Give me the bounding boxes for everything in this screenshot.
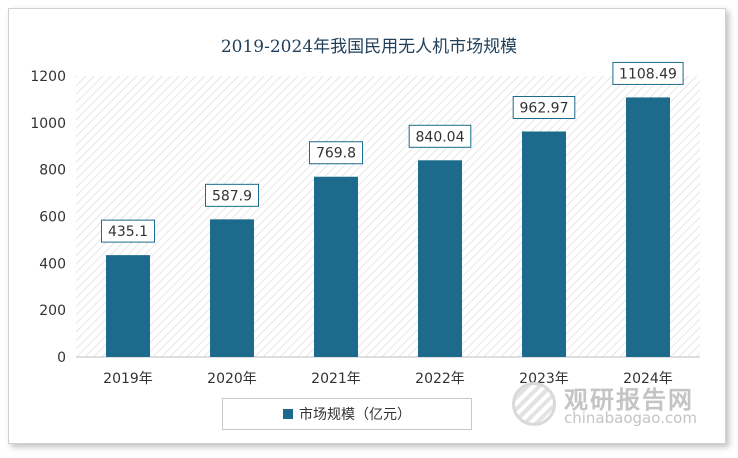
x-tick-label: 2020年 bbox=[207, 371, 257, 387]
data-label-box bbox=[101, 219, 155, 243]
y-tick-label: 1000 bbox=[30, 116, 66, 132]
bars-group: 435.1 587.9 769.8 840.04 962.97 1108.49 bbox=[101, 61, 684, 357]
data-label-box bbox=[205, 183, 259, 207]
x-tick-label: 2021年 bbox=[311, 371, 361, 387]
data-label: 769.8 bbox=[316, 146, 356, 162]
x-tick-label: 2022年 bbox=[415, 371, 465, 387]
y-tick-label: 800 bbox=[39, 163, 66, 179]
data-label: 587.9 bbox=[212, 188, 252, 204]
watermark-logo-icon bbox=[512, 382, 556, 426]
data-label: 435.1 bbox=[108, 224, 148, 240]
watermark-name: 观研报告网 bbox=[564, 386, 694, 414]
legend-swatch bbox=[283, 409, 293, 419]
y-axis: 0 200 400 600 800 1000 1200 bbox=[30, 69, 66, 366]
data-label-box bbox=[309, 141, 363, 165]
chart-title: 2019-2024年我国民用无人机市场规模 bbox=[220, 37, 518, 57]
x-tick-label: 2019年 bbox=[103, 371, 153, 387]
x-axis: 2019年 2020年 2021年 2022年 2023年 2024年 bbox=[103, 371, 673, 387]
y-tick-label: 0 bbox=[57, 350, 66, 366]
data-label-box bbox=[512, 96, 576, 120]
y-tick-label: 400 bbox=[39, 256, 66, 272]
bar bbox=[314, 176, 358, 357]
bar bbox=[626, 97, 670, 357]
legend-label: 市场规模（亿元） bbox=[299, 407, 411, 423]
data-label: 1108.49 bbox=[619, 66, 677, 82]
watermark: 观研报告网 chinabaogao.com bbox=[512, 376, 722, 432]
bar bbox=[210, 219, 254, 357]
legend: 市场规模（亿元） bbox=[222, 398, 472, 430]
data-label-box bbox=[612, 61, 684, 85]
y-tick-label: 600 bbox=[39, 210, 66, 226]
data-label-box bbox=[408, 124, 472, 148]
x-tick-label: 2024年 bbox=[623, 371, 673, 387]
watermark-domain: chinabaogao.com bbox=[564, 409, 697, 427]
bar bbox=[522, 131, 566, 357]
plot-area bbox=[76, 76, 700, 357]
data-label: 962.97 bbox=[520, 101, 569, 117]
y-tick-label: 200 bbox=[39, 303, 66, 319]
bar bbox=[106, 255, 150, 357]
bar bbox=[418, 160, 462, 357]
data-label: 840.04 bbox=[416, 129, 465, 145]
y-tick-label: 1200 bbox=[30, 69, 66, 85]
